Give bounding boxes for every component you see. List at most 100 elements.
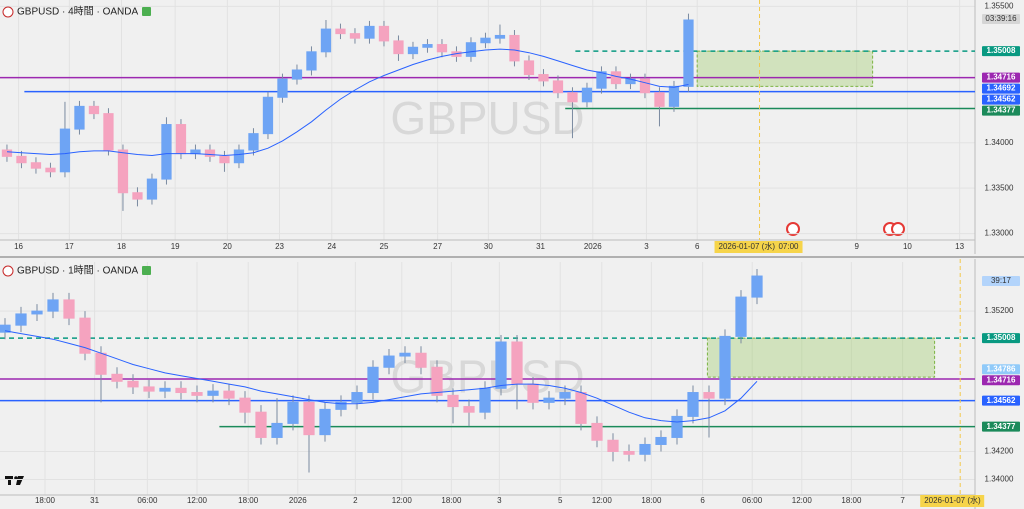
candle-body <box>436 44 448 53</box>
candle-body <box>262 96 274 135</box>
candle-body <box>16 155 27 164</box>
candle-body <box>132 192 143 200</box>
candle-body <box>719 335 731 399</box>
event-icons <box>786 222 905 236</box>
x-tick-label: 5 <box>558 496 563 505</box>
candle-body <box>47 299 59 312</box>
candle-body <box>538 74 549 82</box>
candle-body <box>95 352 107 375</box>
candle-body <box>543 397 555 403</box>
candle-body <box>596 71 607 89</box>
x-tick-label: 9 <box>854 242 859 251</box>
x-tick-label: 2 <box>353 496 358 505</box>
level-label-box <box>982 375 1020 386</box>
level-label: 1.34692 <box>987 84 1016 93</box>
candle-body <box>668 85 680 107</box>
candle-body <box>351 392 363 403</box>
y-tick-label: 1.34000 <box>985 475 1014 484</box>
x-tick-label: 31 <box>90 496 99 505</box>
candle-body <box>306 51 317 71</box>
candle-body <box>319 408 331 436</box>
x-tick-label: 3 <box>497 496 502 505</box>
x-tick-label: 18:00 <box>238 496 259 505</box>
level-label: 1.34562 <box>987 396 1016 405</box>
cursor-label-box <box>920 495 985 507</box>
candle-body <box>495 341 507 389</box>
candle-body <box>575 392 587 424</box>
level-label-box <box>982 72 1020 83</box>
candle-body <box>63 299 75 319</box>
x-tick-label: 19 <box>171 242 180 251</box>
x-tick-label: 12:00 <box>392 496 413 505</box>
candle-body <box>291 69 303 80</box>
candle-body <box>255 411 267 438</box>
candle-body <box>74 105 85 130</box>
candle-body <box>248 133 259 151</box>
y-tick-label: 1.33000 <box>985 229 1014 238</box>
x-tick-label: 12:00 <box>187 496 208 505</box>
candle-body <box>581 87 593 103</box>
y-tick-label: 1.35200 <box>985 306 1014 315</box>
candle-body <box>639 78 651 94</box>
cursor-time: 07:00 <box>778 242 799 251</box>
candle-body <box>480 37 491 44</box>
candle-body <box>567 92 578 103</box>
x-tick-label: 6 <box>700 496 705 505</box>
candle-body <box>219 155 230 164</box>
countdown: 39:17 <box>991 276 1012 285</box>
candle-body <box>161 124 172 180</box>
candle-body <box>610 71 622 85</box>
candle-body <box>79 317 91 354</box>
candle-body <box>393 40 404 55</box>
countdown-box <box>982 276 1020 286</box>
x-tick-label: 23 <box>275 242 284 251</box>
status-icon <box>142 7 151 16</box>
panel: 1.34000 1.34200 1.35200 18:00 31 06:00 12:00 18… <box>0 259 1020 509</box>
countdown-box <box>982 14 1020 24</box>
candle-body <box>671 415 683 438</box>
chart-title: GBPUSD · 4時間 · OANDA <box>17 6 138 18</box>
y-tick-label: 1.34000 <box>985 138 1014 147</box>
candle-body <box>703 392 715 399</box>
candle-body <box>494 34 506 39</box>
candle-body <box>687 392 699 417</box>
x-tick-label: 12:00 <box>592 496 613 505</box>
candle-body <box>623 450 635 455</box>
candle-body <box>552 80 564 94</box>
candle-body <box>88 105 100 115</box>
candle-body <box>175 387 187 394</box>
level-label-box <box>982 333 1020 344</box>
candle-body <box>607 439 619 452</box>
x-tick-label: 18:00 <box>35 496 56 505</box>
logo-part <box>14 476 18 480</box>
candle-body <box>223 390 235 399</box>
cursor-date: 2026-01-07 (水) <box>924 495 981 505</box>
countdown: 03:39:16 <box>985 14 1017 23</box>
candle-body <box>527 383 539 403</box>
candle-body <box>239 397 251 413</box>
moving-average <box>6 48 689 157</box>
candle-body <box>191 392 203 396</box>
candle-body <box>407 46 419 55</box>
cursor-label-box <box>714 241 803 253</box>
candle-body <box>277 78 288 98</box>
candle-body <box>349 33 361 39</box>
y-tick-label: 1.33500 <box>985 183 1014 192</box>
candle-body <box>523 60 535 76</box>
candle-body <box>287 401 299 424</box>
x-tick-label: 24 <box>327 242 336 251</box>
candle-body <box>639 443 651 455</box>
candle-body <box>364 25 375 39</box>
candle-body <box>465 42 477 57</box>
level-label: 1.34716 <box>987 375 1016 384</box>
candle-body <box>233 149 245 164</box>
candle-body <box>378 25 390 42</box>
candle-body <box>45 167 56 173</box>
candle-body <box>143 386 155 392</box>
logo-part <box>16 476 24 485</box>
x-tick-label: 18:00 <box>841 496 862 505</box>
x-tick-label: 06:00 <box>137 496 158 505</box>
